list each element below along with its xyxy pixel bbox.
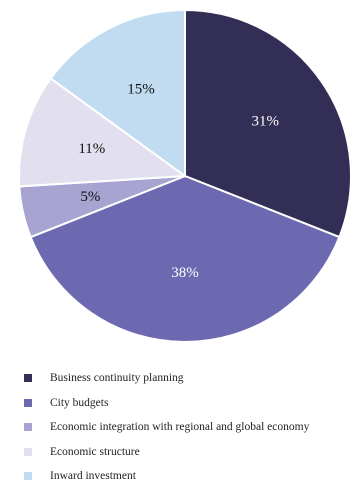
- pie-slice: [184, 8, 352, 239]
- pie-slice: [18, 77, 188, 188]
- legend-label: City budgets: [50, 396, 109, 409]
- legend-item: Economic structure: [24, 440, 309, 465]
- pie-slice: [49, 8, 186, 178]
- pie-slice: [29, 174, 341, 343]
- legend-label: Economic integration with regional and g…: [50, 421, 310, 434]
- legend-swatch: [24, 423, 32, 432]
- legend-item: Economic integration with regional and g…: [24, 415, 309, 440]
- legend-label: Economic structure: [50, 445, 140, 458]
- legend-label: Inward investment: [50, 470, 136, 483]
- slice-label: 15%: [127, 82, 155, 98]
- pie-chart: 31% 38% 5% 11% 15%: [18, 8, 352, 343]
- legend-label: Business continuity planning: [50, 372, 184, 385]
- slice-label: 31%: [251, 113, 279, 129]
- legend-swatch: [24, 472, 32, 481]
- legend-swatch: [24, 447, 32, 456]
- legend-swatch: [24, 374, 32, 383]
- slice-label: 11%: [78, 141, 105, 157]
- legend-item: City budgets: [24, 391, 309, 416]
- slice-label: 5%: [80, 189, 100, 205]
- chart-legend: Business continuity planning City budget…: [24, 366, 309, 489]
- legend-item: Business continuity planning: [24, 366, 309, 391]
- legend-item: Inward investment: [24, 464, 309, 489]
- slice-label: 38%: [171, 265, 199, 281]
- legend-swatch: [24, 398, 32, 407]
